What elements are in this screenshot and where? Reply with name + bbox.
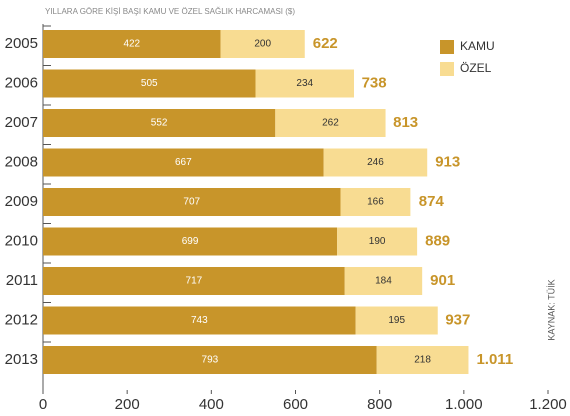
total-label: 901	[430, 272, 455, 289]
x-tick-label: 600	[283, 396, 308, 413]
bar-segment	[355, 306, 438, 335]
chart-title: YILLARA GÖRE KİŞİ BAŞI KAMU VE ÖZEL SAĞL…	[45, 7, 295, 16]
bar-segment	[43, 69, 256, 98]
value-label: 743	[191, 315, 208, 326]
bar-segment	[43, 306, 356, 335]
bar-segment	[275, 109, 386, 137]
value-label: 234	[296, 78, 313, 89]
value-label: 667	[175, 157, 192, 168]
value-label: 200	[254, 39, 271, 50]
y-tick-label: 2010	[5, 232, 38, 249]
y-tick-label: 2006	[5, 74, 38, 91]
bar-segment	[323, 148, 428, 177]
total-label: 874	[419, 193, 445, 210]
y-tick-label: 2013	[5, 351, 38, 368]
value-label: 793	[202, 355, 219, 366]
y-tick-label: 2007	[5, 114, 38, 131]
bar-segment	[43, 346, 377, 374]
value-label: 195	[388, 315, 405, 326]
value-label: 184	[375, 276, 392, 287]
total-label: 913	[435, 153, 460, 170]
total-label: 813	[393, 114, 418, 131]
y-tick-label: 2008	[5, 153, 38, 170]
x-tick-label: 400	[199, 396, 224, 413]
bar-segment	[220, 30, 305, 58]
value-label: 190	[369, 236, 386, 247]
value-label: 262	[322, 118, 339, 129]
bar-segment	[344, 267, 423, 295]
total-label: 738	[362, 74, 387, 91]
y-tick-label: 2011	[6, 272, 38, 289]
bar-segment	[255, 69, 354, 98]
bar-segment	[337, 227, 418, 256]
value-label: 246	[367, 157, 384, 168]
y-tick-label: 2005	[5, 35, 38, 52]
value-label: 717	[186, 276, 203, 287]
y-tick-label: 2012	[5, 311, 38, 328]
bar-segment	[43, 188, 341, 216]
y-tick-label: 2009	[5, 193, 38, 210]
bar-segment	[43, 109, 276, 137]
bar-segment	[43, 30, 221, 58]
legend-label: KAMU	[460, 39, 495, 53]
x-tick-label: 1.200	[529, 396, 567, 413]
total-label: 1.011	[476, 351, 513, 368]
x-tick-label: 800	[367, 396, 392, 413]
legend-swatch	[440, 40, 454, 54]
source: KAYNAK: TÜİK	[546, 279, 556, 340]
bar-segment	[376, 346, 469, 374]
total-label: 622	[313, 35, 338, 52]
value-label: 707	[183, 197, 200, 208]
x-tick-label: 200	[115, 396, 140, 413]
value-label: 699	[182, 236, 199, 247]
bar-segment	[43, 148, 324, 177]
x-tick-label: 1.000	[445, 396, 483, 413]
legend-swatch	[440, 62, 454, 76]
bar-segment	[43, 267, 345, 295]
value-label: 505	[141, 78, 158, 89]
value-label: 218	[414, 355, 431, 366]
x-tick-label: 0	[39, 396, 47, 413]
bar-segment	[340, 188, 411, 216]
value-label: 166	[367, 197, 384, 208]
total-label: 937	[445, 311, 470, 328]
value-label: 422	[123, 39, 140, 50]
total-label: 889	[425, 232, 450, 249]
legend-label: ÖZEL	[460, 61, 492, 75]
value-label: 552	[151, 118, 168, 129]
bar-segment	[43, 227, 338, 256]
